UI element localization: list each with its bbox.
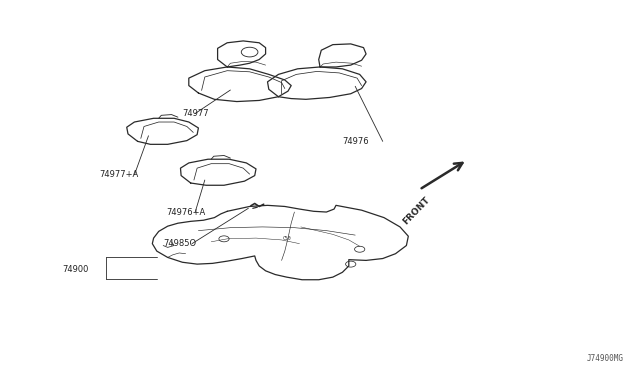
- Text: FRONT: FRONT: [401, 195, 431, 227]
- Text: 74977+A: 74977+A: [99, 170, 138, 179]
- Text: 74976: 74976: [342, 137, 369, 146]
- Text: J74900MG: J74900MG: [587, 354, 624, 363]
- Text: 74976+A: 74976+A: [166, 208, 205, 217]
- Text: 74977: 74977: [182, 109, 209, 118]
- Text: 74900: 74900: [63, 265, 89, 274]
- Text: C50: C50: [282, 235, 291, 241]
- Text: 74985O: 74985O: [163, 239, 196, 248]
